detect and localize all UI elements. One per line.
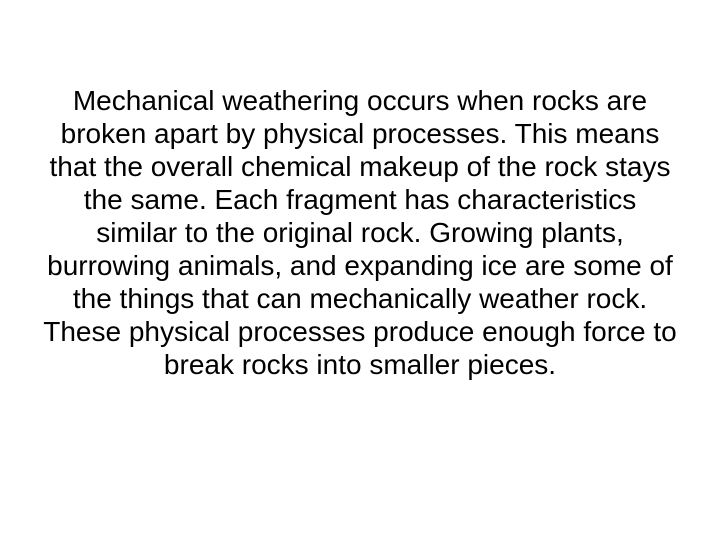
body-paragraph: Mechanical weathering occurs when rocks …: [40, 84, 680, 381]
slide-container: Mechanical weathering occurs when rocks …: [0, 0, 720, 540]
